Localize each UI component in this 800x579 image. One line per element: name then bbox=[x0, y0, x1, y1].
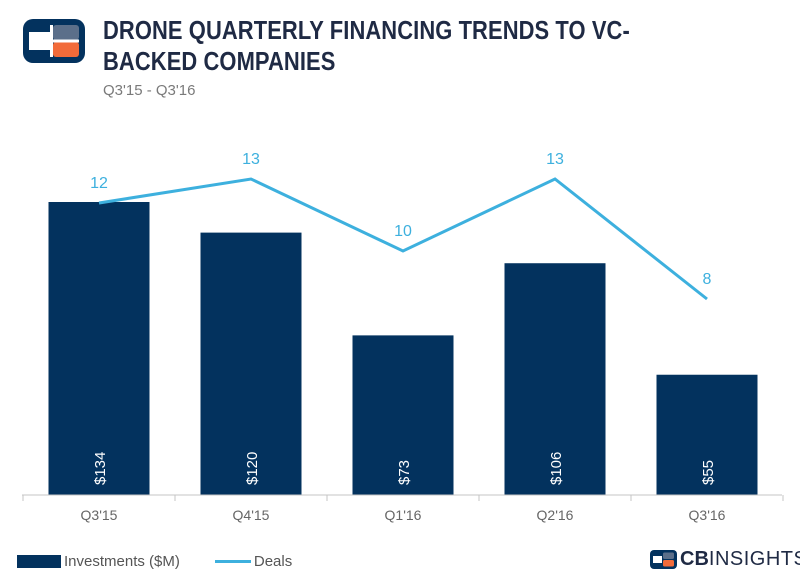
x-tick-label: Q4'15 bbox=[233, 507, 270, 523]
bar-value-label: $120 bbox=[244, 452, 261, 485]
deals-point-label: 8 bbox=[703, 271, 712, 288]
bar-value-label: $106 bbox=[548, 452, 565, 485]
chart-title: DRONE QUARTERLY FINANCING TRENDS TO VC-B… bbox=[103, 17, 630, 76]
bar-investment bbox=[504, 263, 606, 495]
deals-line bbox=[98, 177, 708, 301]
bar-investment bbox=[656, 374, 758, 495]
axis-layer: Q3'15 Q4'15 Q1'16 Q2'16 Q3'16 bbox=[22, 494, 784, 523]
legend-swatch-investments bbox=[17, 554, 61, 568]
x-tick-label: Q3'15 bbox=[81, 507, 118, 523]
legend-label-investments: Investments ($M) bbox=[64, 552, 180, 570]
bar-investment bbox=[200, 232, 302, 495]
deals-point-label: 10 bbox=[394, 223, 412, 240]
legend: Investments ($M) Deals bbox=[17, 551, 292, 571]
cb-insights-mark-icon bbox=[650, 550, 677, 569]
cb-insights-brand: CB INSIGHTS bbox=[650, 548, 800, 571]
brand-cb-text: CB bbox=[680, 548, 709, 570]
bars-layer: $134 $120 $73 $106 $55 bbox=[48, 202, 758, 495]
bar-value-label: $73 bbox=[396, 460, 413, 485]
legend-label-deals: Deals bbox=[253, 552, 293, 570]
deals-point-label: 13 bbox=[242, 151, 260, 168]
legend-swatch-deals bbox=[214, 559, 251, 563]
chart-subtitle: Q3'15 - Q3'16 bbox=[103, 82, 196, 99]
x-tick-label: Q2'16 bbox=[537, 507, 574, 523]
deals-point-label: 12 bbox=[90, 175, 108, 192]
bar-value-label: $134 bbox=[92, 452, 109, 485]
bar-investment bbox=[352, 335, 454, 495]
line-layer: 12 13 10 13 8 bbox=[90, 151, 712, 301]
bar-investment bbox=[48, 202, 150, 495]
deals-point-label: 13 bbox=[546, 151, 564, 168]
x-tick-label: Q1'16 bbox=[385, 507, 422, 523]
bar-value-label: $55 bbox=[700, 460, 717, 485]
cb-insights-logo-icon bbox=[23, 19, 85, 63]
x-tick-label: Q3'16 bbox=[689, 507, 726, 523]
brand-insights-text: INSIGHTS bbox=[708, 548, 800, 570]
